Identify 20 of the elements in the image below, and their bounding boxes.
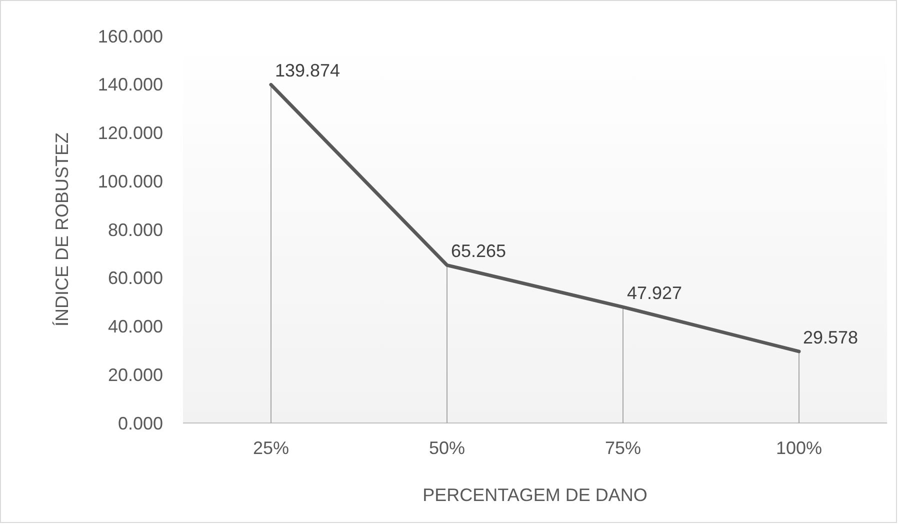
y-tick-label: 120.000 <box>98 123 163 144</box>
x-tick-label: 50% <box>428 438 466 458</box>
x-tick-label: 75% <box>604 438 642 458</box>
line-series <box>269 82 801 354</box>
y-axis-title: ÍNDICE DE ROBUSTEZ <box>52 132 72 327</box>
y-tick-label: 40.000 <box>108 316 163 337</box>
data-label: 47.927 <box>627 283 682 304</box>
data-label: 65.265 <box>451 241 506 262</box>
y-tick-label: 80.000 <box>108 220 163 240</box>
x-tick-label: 25% <box>252 438 290 458</box>
y-tick-label: 60.000 <box>108 268 163 288</box>
data-label: 139.874 <box>275 60 340 81</box>
x-axis-title: PERCENTAGEM DE DANO <box>422 485 648 505</box>
y-tick-label: 0.000 <box>118 413 163 434</box>
y-tick-label: 100.000 <box>98 171 163 192</box>
y-tick-label: 160.000 <box>98 26 163 46</box>
y-tick-label: 20.000 <box>108 364 163 385</box>
y-tick-label: 140.000 <box>98 74 163 95</box>
data-label: 29.578 <box>803 327 858 348</box>
x-tick-label: 100% <box>776 438 822 458</box>
